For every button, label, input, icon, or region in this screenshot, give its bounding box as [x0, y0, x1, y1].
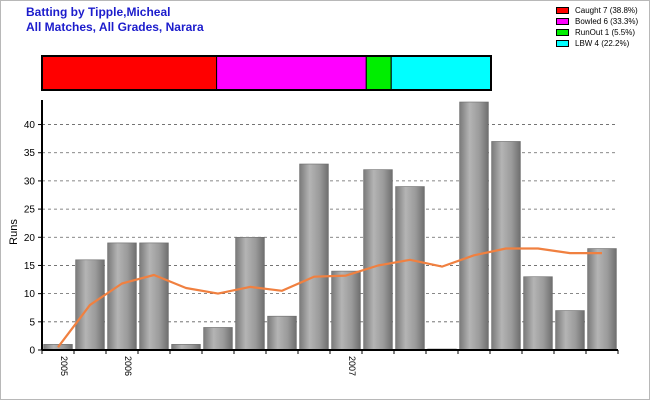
legend-item-bowled: Bowled 6 (33.3%) [556, 16, 638, 27]
y-tick-label-40: 40 [24, 120, 36, 131]
bar-11 [395, 186, 425, 351]
bar-6 [235, 236, 265, 351]
y-tick-label-5: 5 [29, 317, 35, 328]
bar-10 [363, 169, 393, 351]
y-tick-label-25: 25 [24, 205, 36, 216]
y-tick-label-20: 20 [24, 233, 36, 244]
legend-swatch-bowled [556, 18, 569, 25]
x-tick-label-2005: 2005 [59, 356, 69, 376]
legend-label-caught: Caught 7 (38.8%) [575, 6, 638, 15]
dismissal-segment-1 [216, 55, 367, 91]
x-tick-label-2007: 2007 [347, 356, 357, 376]
legend-item-lbw: LBW 4 (22.2%) [556, 38, 638, 49]
y-tick-label-30: 30 [24, 176, 36, 187]
average-line-group [57, 247, 602, 348]
legend-label-runout: RunOut 1 (5.5%) [575, 28, 636, 37]
chart-title: Batting by Tipple,Micheal [26, 5, 171, 19]
dismissal-segment-3 [390, 55, 492, 91]
legend-swatch-runout [556, 29, 569, 36]
bar-14 [491, 141, 521, 351]
bar-13 [459, 101, 489, 351]
bar-5 [203, 327, 233, 351]
legend-item-caught: Caught 7 (38.8%) [556, 5, 638, 16]
bar-16 [555, 310, 585, 351]
bar-9 [331, 270, 361, 351]
grid-lines [42, 124, 618, 323]
y-tick-label-10: 10 [24, 289, 36, 300]
legend-item-runout: RunOut 1 (5.5%) [556, 27, 638, 38]
bar-3 [139, 242, 169, 351]
legend-label-bowled: Bowled 6 (33.3%) [575, 17, 639, 26]
bar-17 [587, 248, 617, 351]
y-axis-label: Runs [8, 219, 20, 245]
legend-swatch-caught [556, 7, 569, 14]
dismissal-stacked-bar [41, 55, 492, 91]
dismissal-segment-0 [41, 55, 218, 91]
bar-8 [299, 163, 329, 351]
dismissal-segment-2 [365, 55, 392, 91]
bar-7 [267, 315, 297, 351]
y-tick-label-35: 35 [24, 148, 36, 159]
bar-15 [523, 276, 553, 351]
dismissal-bar-outline [41, 55, 492, 91]
bar-2 [107, 242, 137, 351]
chart-subtitle: All Matches, All Grades, Narara [26, 20, 204, 34]
axes-group: 0 5 10 15 20 25 30 35 40 2005 2006 2007 [24, 100, 619, 376]
bars-group [43, 101, 617, 351]
average-line [57, 247, 602, 348]
y-tick-label-15: 15 [24, 261, 36, 272]
dismissal-legend: Caught 7 (38.8%) Bowled 6 (33.3%) RunOut… [556, 5, 638, 49]
legend-swatch-lbw [556, 40, 569, 47]
x-tick-label-2006: 2006 [123, 356, 133, 376]
legend-label-lbw: LBW 4 (22.2%) [575, 39, 630, 48]
y-tick-label-0: 0 [29, 346, 35, 357]
